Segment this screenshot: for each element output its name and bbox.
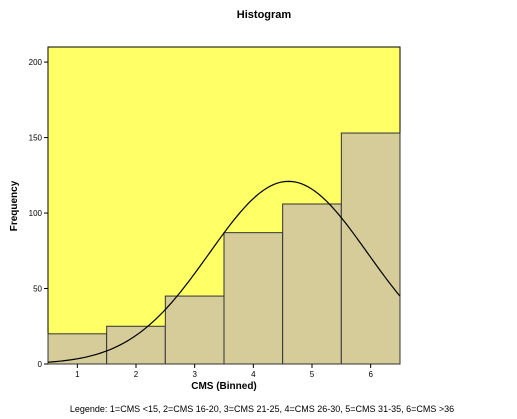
- y-tick-label: 0: [38, 360, 43, 369]
- x-axis-title: CMS (Binned): [191, 381, 257, 392]
- bar-2: [106, 325, 166, 365]
- legend-note: Legende: 1=CMS <15, 2=CMS 16-20, 3=CMS 2…: [70, 404, 454, 414]
- y-tick-label: 150: [29, 134, 43, 143]
- bar-1: [47, 333, 108, 365]
- x-tick-label: 5: [310, 370, 315, 379]
- x-tick-label: 6: [368, 370, 373, 379]
- bar-3: [164, 295, 225, 365]
- y-tick-label: 50: [33, 285, 42, 294]
- x-tick-label: 2: [134, 370, 139, 379]
- bars-group: [47, 132, 401, 365]
- y-axis: 0 50 100 150 200: [29, 58, 48, 369]
- y-axis-title: Frequency: [9, 180, 20, 231]
- x-tick-label: 1: [75, 370, 80, 379]
- x-tick-label: 3: [192, 370, 197, 379]
- y-tick-label: 200: [29, 58, 43, 67]
- y-tick-label: 100: [29, 209, 43, 218]
- x-tick-label: 4: [251, 370, 256, 379]
- bar-4: [223, 232, 284, 365]
- chart-title: Histogram: [237, 9, 292, 21]
- bar-6: [340, 132, 401, 365]
- x-axis: 1 2 3 4 5 6: [75, 364, 373, 379]
- bar-5: [282, 203, 342, 365]
- normal-curve: [47, 180, 401, 363]
